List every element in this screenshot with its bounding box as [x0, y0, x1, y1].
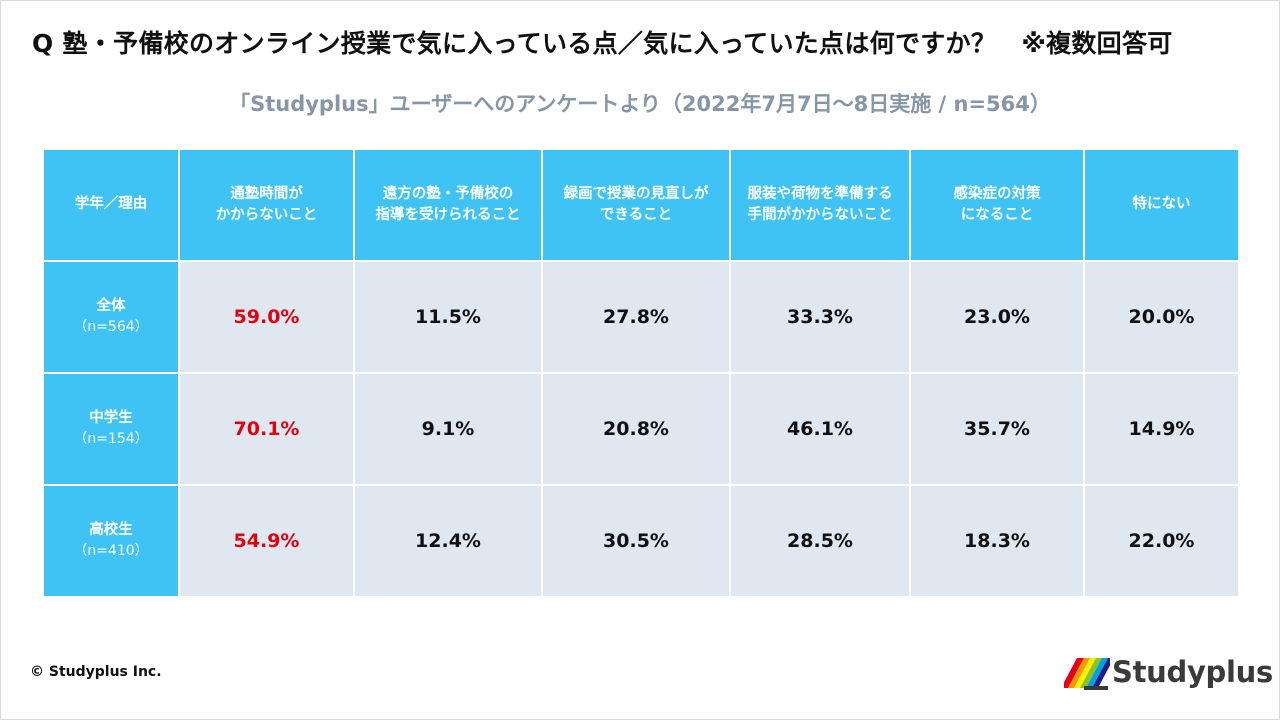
table-row: 中学生 （n=154） 70.1% 9.1% 20.8% 46.1% 35.7%… [42, 372, 1240, 486]
row-sample-size: （n=154） [73, 431, 149, 448]
table-cell: 22.0% [1083, 484, 1240, 598]
table-row: 高校生 （n=410） 54.9% 12.4% 30.5% 28.5% 18.3… [42, 484, 1240, 598]
studyplus-books-icon [1064, 658, 1110, 690]
table-cell: 11.5% [353, 260, 543, 374]
row-label-text: 全体 [96, 298, 126, 315]
column-header: 録画で授業の見直しが できること [541, 148, 731, 262]
logo-text: Studyplus [1112, 655, 1273, 689]
copyright-notice: © Studyplus Inc. [30, 664, 162, 680]
column-header: 遠方の塾・予備校の 指導を受けられること [353, 148, 543, 262]
table-cell: 28.5% [729, 484, 911, 598]
survey-subtitle: 「Studyplus」ユーザーへのアンケートより（2022年7月7日〜8日実施 … [229, 92, 1051, 116]
row-header-label: 学年／理由 [42, 148, 180, 262]
table-cell: 12.4% [353, 484, 543, 598]
table-cell: 35.7% [909, 372, 1085, 486]
row-label: 高校生 （n=410） [42, 484, 180, 598]
survey-table: 学年／理由 通塾時間が かからないこと 遠方の塾・予備校の 指導を受けられること… [42, 148, 1240, 598]
table-cell: 20.8% [541, 372, 731, 486]
table-header-row: 学年／理由 通塾時間が かからないこと 遠方の塾・予備校の 指導を受けられること… [42, 148, 1240, 262]
table-cell: 59.0% [178, 260, 355, 374]
table-cell: 54.9% [178, 484, 355, 598]
table-cell: 33.3% [729, 260, 911, 374]
column-header: 服装や荷物を準備する 手間がかからないこと [729, 148, 911, 262]
studyplus-logo: Studyplus [1064, 650, 1273, 696]
table-cell: 46.1% [729, 372, 911, 486]
column-header: 感染症の対策 になること [909, 148, 1085, 262]
table-cell: 23.0% [909, 260, 1085, 374]
table-row: 全体 （n=564） 59.0% 11.5% 27.8% 33.3% 23.0%… [42, 260, 1240, 374]
table-cell: 9.1% [353, 372, 543, 486]
table-cell: 70.1% [178, 372, 355, 486]
row-label-text: 高校生 [89, 522, 133, 539]
row-label-text: 中学生 [89, 410, 133, 427]
table-cell: 30.5% [541, 484, 731, 598]
row-label: 全体 （n=564） [42, 260, 180, 374]
question-title: Q 塾・予備校のオンライン授業で気に入っている点／気に入っていた点は何ですか？ … [32, 29, 1173, 58]
row-sample-size: （n=564） [73, 319, 149, 336]
table-cell: 27.8% [541, 260, 731, 374]
row-sample-size: （n=410） [73, 543, 149, 560]
table-cell: 14.9% [1083, 372, 1240, 486]
column-header: 通塾時間が かからないこと [178, 148, 355, 262]
column-header: 特にない [1083, 148, 1240, 262]
row-label: 中学生 （n=154） [42, 372, 180, 486]
table-cell: 20.0% [1083, 260, 1240, 374]
table-cell: 18.3% [909, 484, 1085, 598]
